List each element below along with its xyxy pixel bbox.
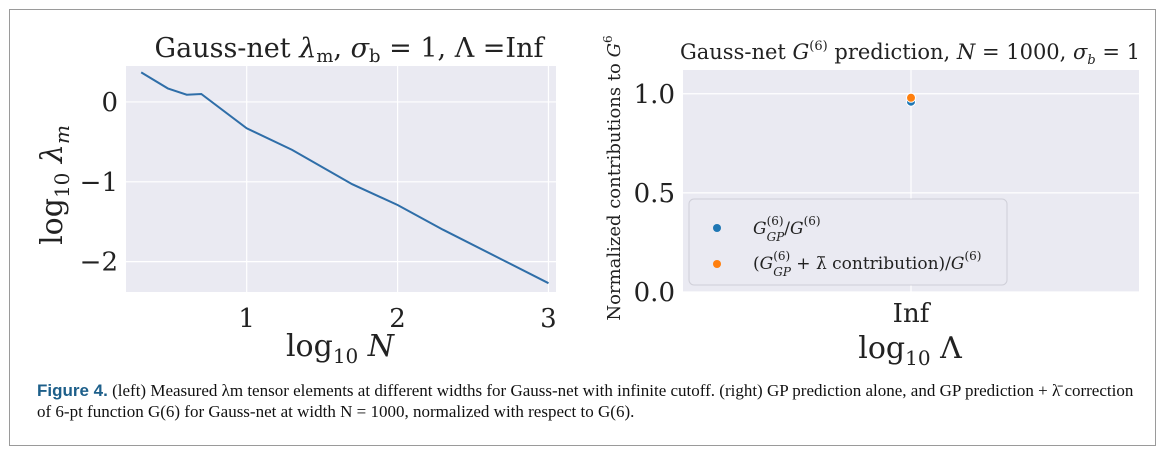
right-chart-title: Gauss-net G(6) prediction, N = 1000, σb … <box>680 39 1140 68</box>
right-y-axis-label: Normalized contributions to G6 <box>601 35 625 320</box>
left-x-axis-label: log10 N <box>286 329 396 368</box>
right-y-tick-label: 0.5 <box>634 179 675 209</box>
right-point-1 <box>906 92 916 103</box>
legend-marker-gp-lambda <box>713 260 721 268</box>
legend-box <box>688 198 1008 286</box>
right-series-points <box>906 92 916 107</box>
left-x-tick-label: 1 <box>238 304 255 334</box>
left-y-tick-label: −1 <box>80 168 118 198</box>
caption-text: (left) Measured λm tensor elements at di… <box>37 381 1134 421</box>
left-x-tick-label: 2 <box>389 304 406 334</box>
left-x-tick-label: 3 <box>540 304 557 334</box>
figure-caption: Figure 4. (left) Measured λm tensor elem… <box>37 380 1137 422</box>
left-y-tick-label: 0 <box>101 88 118 118</box>
left-y-axis-label: log10 λm <box>35 125 74 245</box>
right-x-axis-label: log10 Λ <box>858 331 962 370</box>
figure-charts: 1 2 3 0 −1 −2 Gauss-net λm, σb = 1, Λ =Inf lo… <box>35 33 1140 370</box>
caption-label: Figure 4. <box>37 381 108 400</box>
left-y-tick-label: −2 <box>80 248 118 278</box>
left-tick-labels: 1 2 3 0 −1 −2 <box>80 88 557 334</box>
figure-frame <box>9 9 1156 446</box>
right-legend: G(6) GP/G(6) (G(6) GP + λ̄ contribution)/G… <box>688 198 1008 286</box>
right-y-tick-label: 0.0 <box>634 278 675 308</box>
legend-marker-gp <box>713 224 721 232</box>
legend-label-gp: G(6) GP/G(6) <box>753 214 821 244</box>
right-tick-labels: 0.0 0.5 1.0 Inf <box>634 80 932 329</box>
right-x-tick-label: Inf <box>893 299 932 329</box>
left-grid <box>126 66 556 292</box>
left-plot-area <box>126 66 556 292</box>
left-chart-title: Gauss-net λm, σb = 1, Λ =Inf <box>155 33 546 67</box>
right-y-tick-label: 1.0 <box>634 80 675 110</box>
left-series-line <box>140 71 549 285</box>
